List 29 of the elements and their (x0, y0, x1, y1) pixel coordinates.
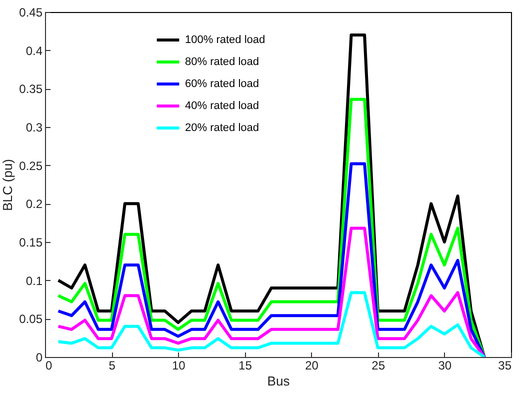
y-tick-label: 0.25 (19, 158, 43, 173)
x-tick-label: 0 (46, 358, 52, 372)
legend-label: 40% rated load (185, 100, 259, 112)
y-tick-label: 0.2 (26, 197, 43, 212)
x-tick-label: 30 (438, 358, 452, 372)
line-series (56, 34, 486, 357)
line-series (56, 98, 486, 357)
y-tick-label: 0.3 (26, 120, 43, 134)
x-axis-title: Bus (267, 374, 290, 388)
y-tick-label: 0.35 (19, 82, 43, 96)
y-tick-label: 0.15 (19, 236, 43, 250)
line-series (56, 162, 486, 357)
y-tick-label: 0.45 (19, 6, 43, 20)
x-tick-label: 25 (372, 358, 386, 372)
x-tick-label: 35 (498, 358, 512, 372)
line-series (56, 226, 486, 357)
legend-label: 100% rated load (185, 34, 266, 46)
y-tick-label: 0.1 (26, 274, 43, 288)
x-tick-label: 10 (172, 358, 186, 372)
x-tick-label: 15 (238, 358, 252, 372)
y-tick-label: 0.4 (26, 44, 43, 58)
line-series (56, 291, 486, 357)
y-tick-label: 0.05 (19, 312, 43, 326)
legend-label: 80% rated load (185, 56, 259, 68)
legend-label: 20% rated load (185, 122, 259, 134)
x-tick-label: 5 (108, 358, 116, 372)
y-axis-title: BLC (pu) (0, 158, 16, 212)
x-tick-label: 20 (305, 358, 319, 372)
legend-label: 60% rated load (185, 78, 259, 90)
